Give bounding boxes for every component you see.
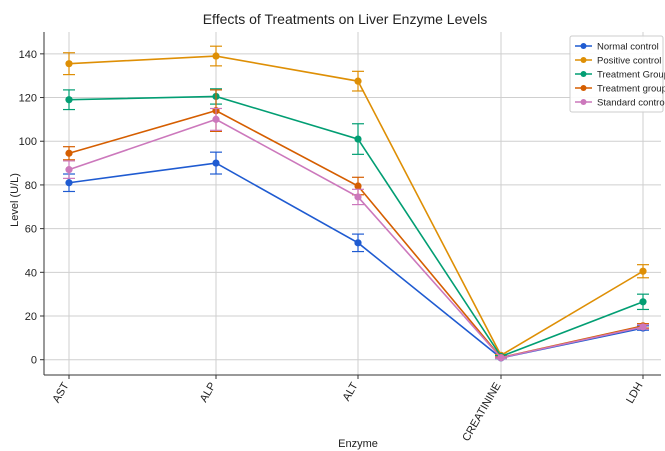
legend-swatch-marker — [580, 57, 587, 63]
legend-swatch-marker — [580, 43, 587, 49]
series-4 — [63, 107, 649, 362]
x-axis-label: Enzyme — [338, 438, 378, 450]
series-line — [68, 55, 644, 357]
data-point — [354, 182, 362, 190]
data-point — [354, 193, 362, 201]
x-tick-label: ALT — [341, 380, 361, 403]
data-point — [212, 159, 220, 167]
y-tick-label: 100 — [19, 136, 37, 148]
data-point — [639, 267, 647, 275]
legend-entry: Positive control — [597, 56, 661, 67]
data-point — [212, 115, 220, 123]
legend-entry: Standard control — [597, 98, 665, 109]
axes: 0 20 40 60 80 100 120 140 AST ALP ALT CREATININE LDH — [19, 32, 661, 443]
data-point — [65, 149, 73, 157]
legend-entry: Normal control — [597, 42, 659, 53]
data-point — [639, 298, 647, 306]
data-point — [354, 77, 362, 85]
x-tick-label: CREATININE — [460, 381, 503, 444]
x-tick-label: ALP — [198, 381, 219, 405]
data-point — [212, 52, 220, 60]
legend: Normal control Positive control Treatment … — [569, 35, 665, 113]
y-tick-label: 60 — [25, 224, 37, 236]
series-1 — [63, 45, 649, 359]
legend-entry: Treatment group 2 — [597, 84, 665, 95]
y-tick-label: 20 — [25, 311, 37, 323]
y-tick-label: 40 — [25, 267, 37, 279]
legend-swatch-marker — [580, 71, 587, 77]
y-tick-label: 140 — [19, 49, 37, 61]
data-point — [65, 166, 73, 174]
y-tick-label: 0 — [31, 355, 37, 367]
series-line — [68, 95, 644, 358]
data-point — [639, 323, 647, 331]
series-group — [63, 45, 649, 362]
data-point — [65, 96, 73, 104]
legend-swatch-marker — [580, 99, 587, 105]
legend-swatch-marker — [580, 85, 587, 91]
x-tick-label: AST — [51, 380, 72, 405]
y-axis-label: Level (U/L) — [9, 173, 21, 227]
legend-box — [569, 35, 664, 113]
y-tick-label: 80 — [25, 180, 37, 192]
data-point — [354, 239, 362, 247]
series-line — [68, 162, 644, 359]
data-point — [65, 60, 73, 68]
grid — [44, 32, 661, 375]
legend-entry: Treatment Group 1 — [597, 70, 665, 81]
data-point — [65, 179, 73, 187]
data-point — [497, 354, 505, 362]
x-tick-label: LDH — [624, 380, 645, 405]
data-point — [354, 135, 362, 143]
y-tick-label: 120 — [19, 93, 37, 105]
chart-title: Effects of Treatments on Liver Enzyme Le… — [203, 11, 488, 27]
